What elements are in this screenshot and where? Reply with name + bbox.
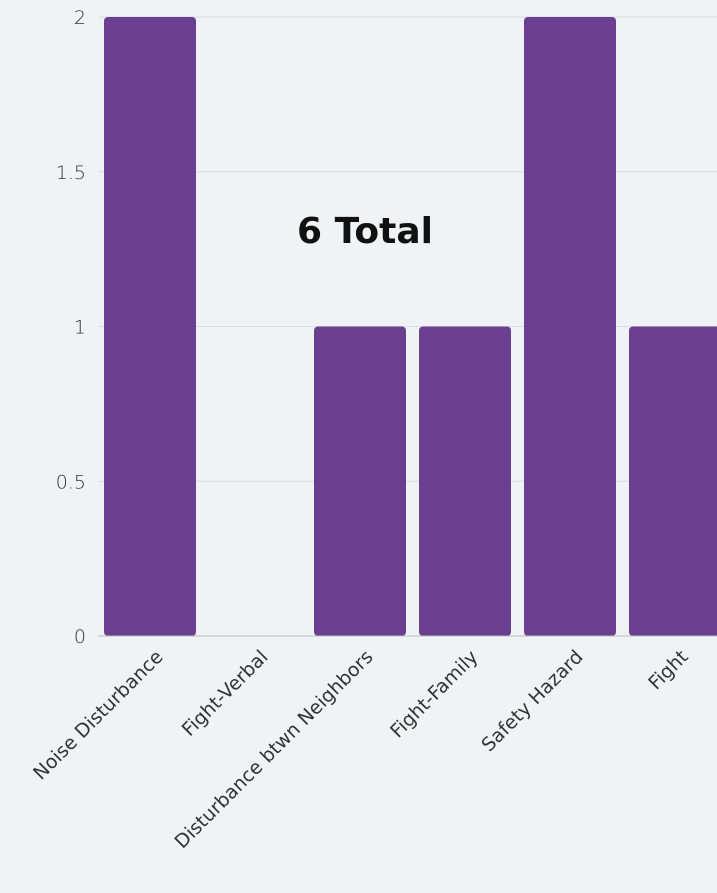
x-tick-label: Safety Hazard xyxy=(477,646,587,756)
bar xyxy=(629,326,717,636)
x-tick-label: Fight-Verbal xyxy=(178,646,273,741)
bar xyxy=(524,17,616,636)
total-annotation: 6 Total xyxy=(297,211,433,252)
y-tick-label: 0 xyxy=(74,626,86,648)
bar xyxy=(104,17,196,636)
x-tick-label: Fight-Family xyxy=(386,646,482,742)
y-tick-label: 1.5 xyxy=(56,162,86,184)
y-tick-label: 2 xyxy=(74,7,86,29)
x-tick-label: Fight xyxy=(644,646,692,694)
bar xyxy=(314,326,406,636)
bars xyxy=(104,17,717,636)
x-axis: Noise Disturbance Fight-VerbalDisturbance… xyxy=(29,646,692,853)
bar xyxy=(419,326,511,636)
y-tick-label: 1 xyxy=(74,317,86,339)
y-tick-label: 0.5 xyxy=(56,471,86,493)
x-tick-label: Noise Disturbance xyxy=(29,646,167,784)
x-tick-label: Disturbance btwn Neighbors xyxy=(170,646,377,853)
y-axis: 0 0.5 1 1.5 2 xyxy=(56,7,86,648)
